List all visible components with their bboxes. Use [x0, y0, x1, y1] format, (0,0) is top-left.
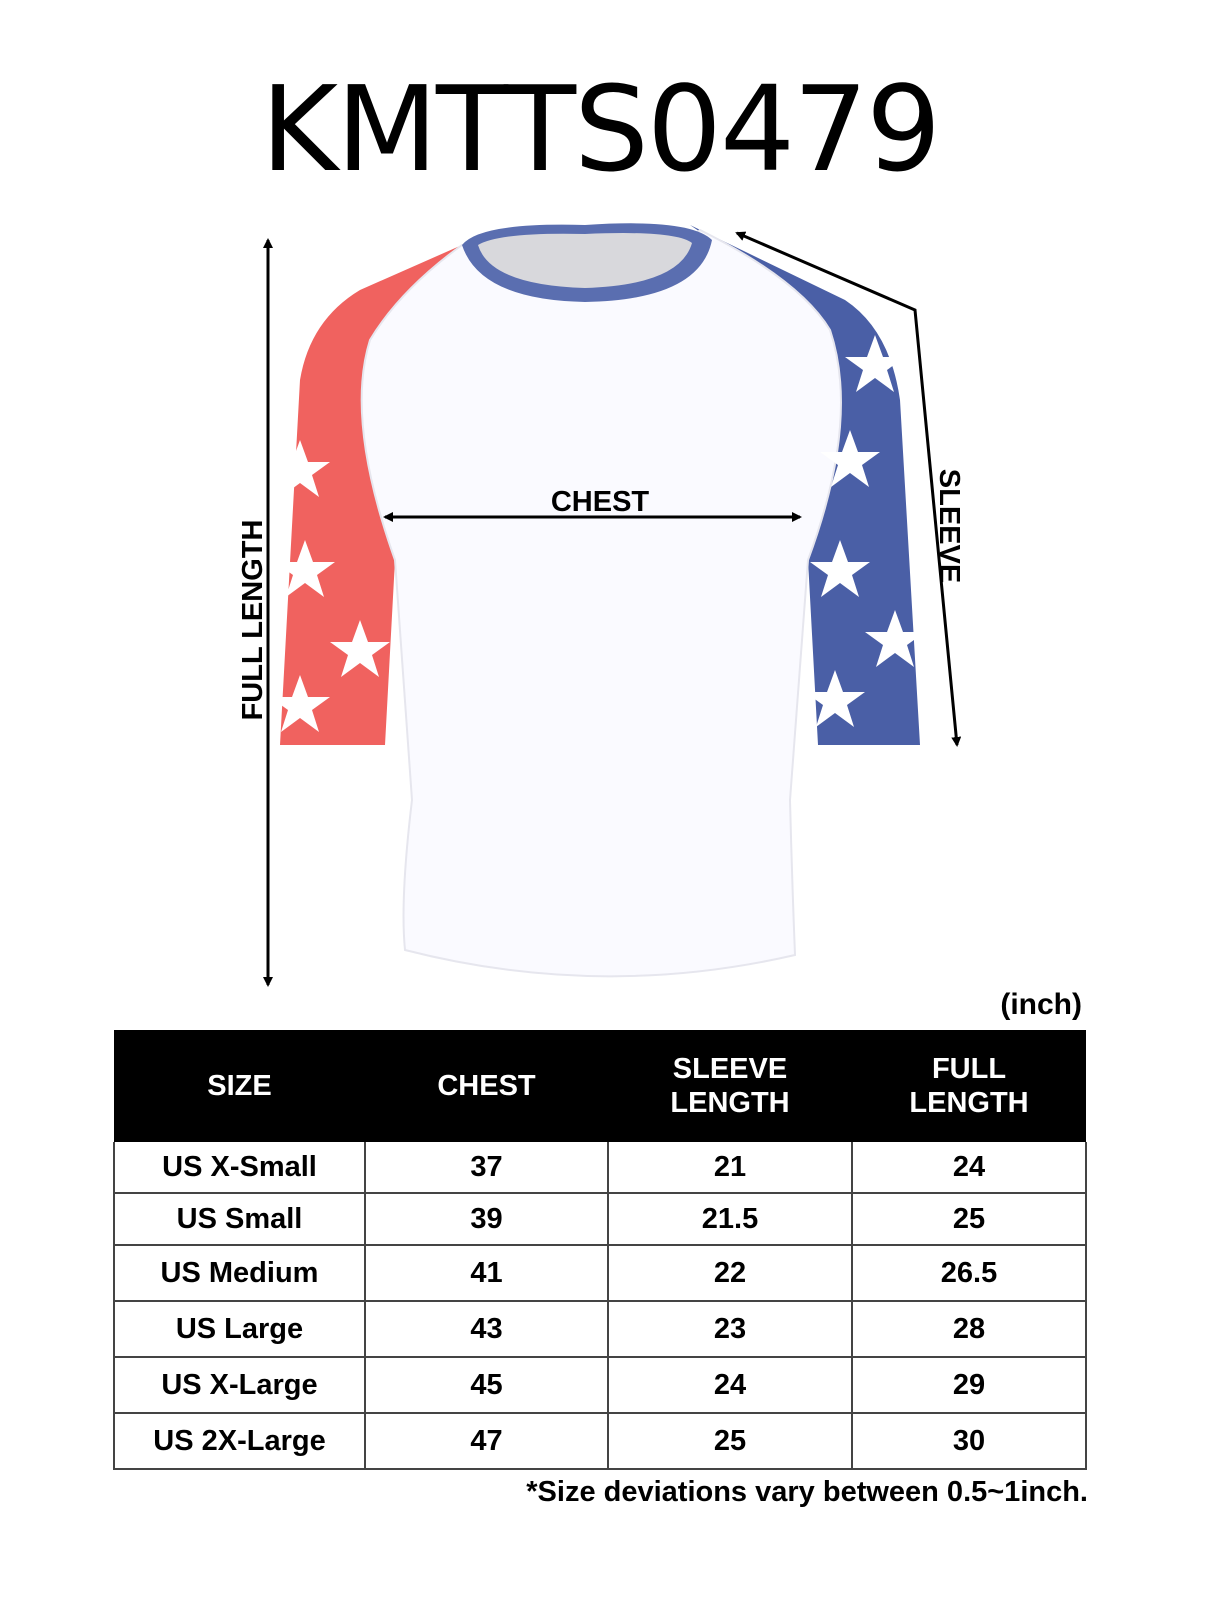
table-row: US Large 43 23 28: [113, 1300, 1087, 1358]
unit-label: (inch): [1000, 988, 1082, 1021]
chest-cell: 37: [364, 1142, 609, 1194]
size-cell: US Large: [113, 1300, 366, 1358]
table-header-row: SIZE CHEST SLEEVE LENGTH FULL LENGTH: [114, 1030, 1086, 1142]
shirt-image: [270, 223, 925, 978]
full-length-cell: 30: [851, 1412, 1087, 1470]
size-cell: US X-Small: [113, 1142, 366, 1194]
sleeve-length-cell: 22: [607, 1244, 853, 1302]
full-length-cell: 29: [851, 1356, 1087, 1414]
sleeve-length-cell: 23: [607, 1300, 853, 1358]
full-length-label: FULL LENGTH: [237, 520, 269, 721]
size-cell: US X-Large: [113, 1356, 366, 1414]
shirt-body: [360, 228, 842, 978]
size-deviation-note: *Size deviations vary between 0.5~1inch.: [526, 1476, 1088, 1508]
chest-cell: 39: [364, 1192, 609, 1246]
chest-cell: 43: [364, 1300, 609, 1358]
full-length-cell: 25: [851, 1192, 1087, 1246]
chest-cell: 47: [364, 1412, 609, 1470]
sleeve-length-cell: 21: [607, 1142, 853, 1194]
full-length-cell: 26.5: [851, 1244, 1087, 1302]
header-chest: CHEST: [365, 1030, 608, 1142]
header-size: SIZE: [114, 1030, 365, 1142]
chest-label: CHEST: [551, 486, 650, 518]
size-cell: US Medium: [113, 1244, 366, 1302]
full-length-cell: 24: [851, 1142, 1087, 1194]
header-full-length: FULL LENGTH: [852, 1030, 1086, 1142]
collar-inner: [478, 233, 692, 288]
sleeve-length-cell: 25: [607, 1412, 853, 1470]
table-row: US Small 39 21.5 25: [113, 1192, 1087, 1246]
shirt-diagram: FULL LENGTH CHEST SLEEVE: [237, 223, 965, 987]
table-row: US X-Large 45 24 29: [113, 1356, 1087, 1414]
sleeve-label: SLEEVE: [933, 469, 965, 583]
left-sleeve: [280, 245, 462, 745]
full-length-cell: 28: [851, 1300, 1087, 1358]
table-row: US 2X-Large 47 25 30: [113, 1412, 1087, 1470]
size-cell: US Small: [113, 1192, 366, 1246]
table-row: US X-Small 37 21 24: [113, 1142, 1087, 1194]
chest-cell: 45: [364, 1356, 609, 1414]
product-code-title: KMTTS0479: [260, 60, 941, 198]
chest-cell: 41: [364, 1244, 609, 1302]
sleeve-length-cell: 24: [607, 1356, 853, 1414]
size-cell: US 2X-Large: [113, 1412, 366, 1470]
sleeve-arrow: [735, 231, 962, 747]
header-sleeve-length: SLEEVE LENGTH: [608, 1030, 852, 1142]
sleeve-length-cell: 21.5: [607, 1192, 853, 1246]
table-row: US Medium 41 22 26.5: [113, 1244, 1087, 1302]
size-table: SIZE CHEST SLEEVE LENGTH FULL LENGTH US …: [113, 1030, 1087, 1470]
